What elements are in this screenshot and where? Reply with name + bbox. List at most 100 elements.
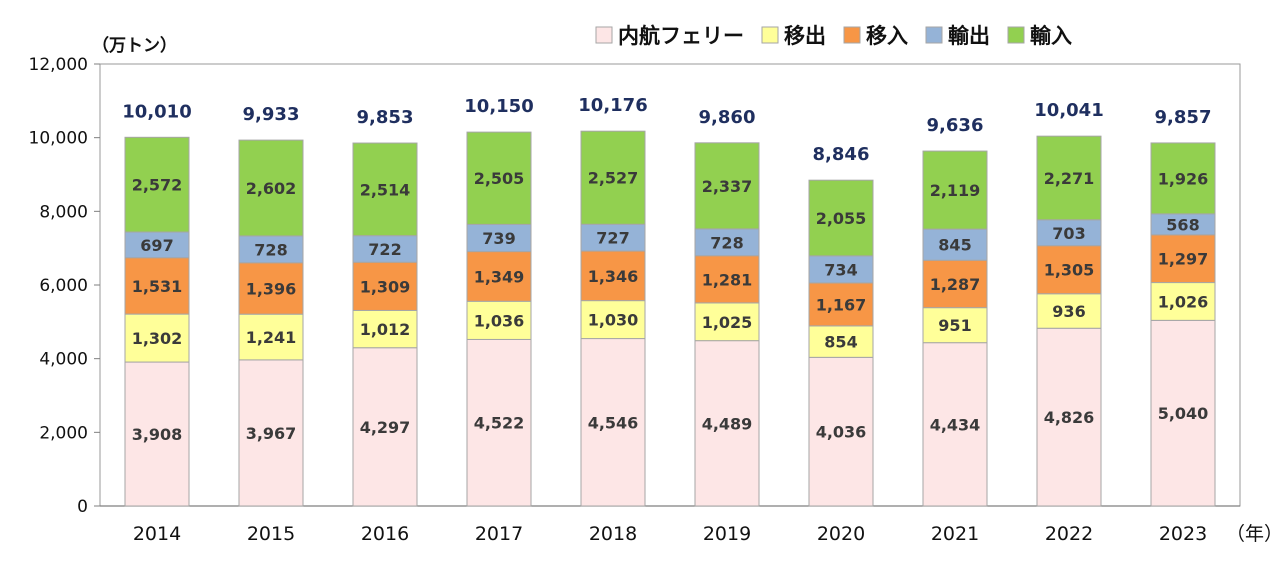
bar-segment — [580, 223, 646, 252]
segment-value-label: 727 — [596, 229, 629, 248]
segment-value-label: 1,349 — [474, 267, 525, 286]
bar-segment — [352, 261, 418, 311]
legend-label: 輸入 — [1030, 24, 1072, 48]
segment-value-label: 845 — [938, 236, 971, 255]
bar-segment — [580, 338, 646, 507]
segment-value-label: 936 — [1052, 302, 1085, 321]
total-value-label: 9,933 — [243, 104, 300, 125]
segment-value-label: 1,531 — [132, 277, 183, 296]
x-tick-label: 2023 — [1159, 523, 1207, 545]
segment-value-label: 4,036 — [816, 423, 867, 442]
segment-value-label: 4,434 — [930, 415, 981, 434]
bar-segment — [808, 325, 874, 358]
bar-segment — [466, 223, 532, 253]
segment-value-label: 2,572 — [132, 176, 183, 195]
legend-swatch — [1007, 26, 1025, 44]
total-value-label: 9,636 — [927, 115, 984, 136]
total-value-label: 8,846 — [813, 144, 870, 165]
bar-segment — [352, 142, 418, 237]
total-value-label: 9,857 — [1155, 107, 1212, 128]
bar-segment — [922, 259, 988, 309]
legend-label: 内航フェリー — [618, 24, 744, 48]
segment-value-label: 951 — [938, 316, 971, 335]
bar-segment — [466, 338, 532, 507]
legend-swatch — [843, 26, 861, 44]
bar-segment — [580, 250, 646, 302]
segment-value-label: 854 — [824, 333, 857, 352]
bar-segment — [1036, 135, 1102, 221]
segment-value-label: 703 — [1052, 224, 1085, 243]
segment-value-label: 4,522 — [474, 414, 525, 433]
bar-segment — [580, 130, 646, 225]
legend-label: 移出 — [784, 24, 826, 48]
segment-value-label: 2,055 — [816, 209, 867, 228]
total-value-label: 10,150 — [464, 96, 533, 117]
x-tick-label: 2014 — [133, 523, 181, 545]
bar-segment — [352, 347, 418, 507]
bar-segment — [580, 300, 646, 340]
legend-swatch — [925, 26, 943, 44]
x-tick-label: 2016 — [361, 523, 409, 545]
bar-segment — [466, 300, 532, 340]
segment-value-label: 1,167 — [816, 295, 867, 314]
bar-segment — [238, 359, 304, 507]
total-value-label: 10,176 — [578, 95, 647, 116]
y-tick-label: 10,000 — [29, 129, 88, 149]
bar-segment — [694, 340, 760, 507]
x-tick-label: 2022 — [1045, 523, 1093, 545]
segment-value-label: 4,297 — [360, 418, 411, 437]
x-tick-label: 2017 — [475, 523, 523, 545]
segment-value-label: 739 — [482, 229, 515, 248]
total-value-label: 9,853 — [357, 107, 414, 128]
segment-value-label: 728 — [254, 240, 287, 259]
x-tick-label: 2015 — [247, 523, 295, 545]
segment-value-label: 1,305 — [1044, 261, 1095, 280]
y-tick-label: 4,000 — [39, 350, 88, 370]
segment-value-label: 2,505 — [474, 169, 525, 188]
segment-value-label: 2,119 — [930, 181, 981, 200]
bar-segment — [808, 282, 874, 327]
segment-value-label: 734 — [824, 260, 857, 279]
legend: 内航フェリー 移出 移入 輸出 輸入 — [595, 24, 1072, 48]
segment-value-label: 697 — [140, 236, 173, 255]
bar-segment — [694, 228, 760, 257]
segment-value-label: 2,514 — [360, 180, 411, 199]
y-tick-label: 12,000 — [29, 55, 88, 75]
segment-value-label: 4,489 — [702, 414, 753, 433]
bar-segment — [238, 313, 304, 361]
y-unit-label: （万トン） — [92, 35, 177, 56]
bar-segment — [124, 136, 190, 233]
x-tick-label: 2018 — [589, 523, 637, 545]
total-value-label: 10,010 — [122, 101, 191, 122]
bar-segment — [808, 179, 874, 257]
segment-value-label: 1,302 — [132, 329, 183, 348]
segment-value-label: 2,527 — [588, 169, 639, 188]
segment-value-label: 1,309 — [360, 277, 411, 296]
bar-segment — [238, 262, 304, 315]
y-tick-label: 0 — [77, 497, 88, 517]
bar-segment — [808, 255, 874, 284]
segment-value-label: 1,025 — [702, 313, 753, 332]
segment-value-label: 1,012 — [360, 320, 411, 339]
segment-value-label: 1,287 — [930, 275, 981, 294]
legend-label: 輸出 — [948, 24, 990, 48]
segment-value-label: 2,337 — [702, 177, 753, 196]
segment-value-label: 1,281 — [702, 270, 753, 289]
bar-segment — [694, 302, 760, 342]
segment-value-label: 4,826 — [1044, 408, 1095, 427]
x-unit-label: （年） — [1226, 523, 1280, 545]
bar-segment — [922, 342, 988, 507]
segment-value-label: 2,602 — [246, 179, 297, 198]
segment-value-label: 1,030 — [588, 311, 639, 330]
bar-segment — [466, 251, 532, 302]
bar-segment — [352, 235, 418, 263]
bar-segment — [124, 361, 190, 507]
bar-segment — [1150, 142, 1216, 215]
y-tick-label: 8,000 — [39, 202, 88, 222]
bar-segment — [808, 356, 874, 507]
y-tick-label: 6,000 — [39, 276, 88, 296]
legend-label: 移入 — [866, 24, 908, 48]
segment-value-label: 3,967 — [246, 424, 297, 443]
legend-swatch — [761, 26, 779, 44]
segment-value-label: 4,546 — [588, 413, 639, 432]
